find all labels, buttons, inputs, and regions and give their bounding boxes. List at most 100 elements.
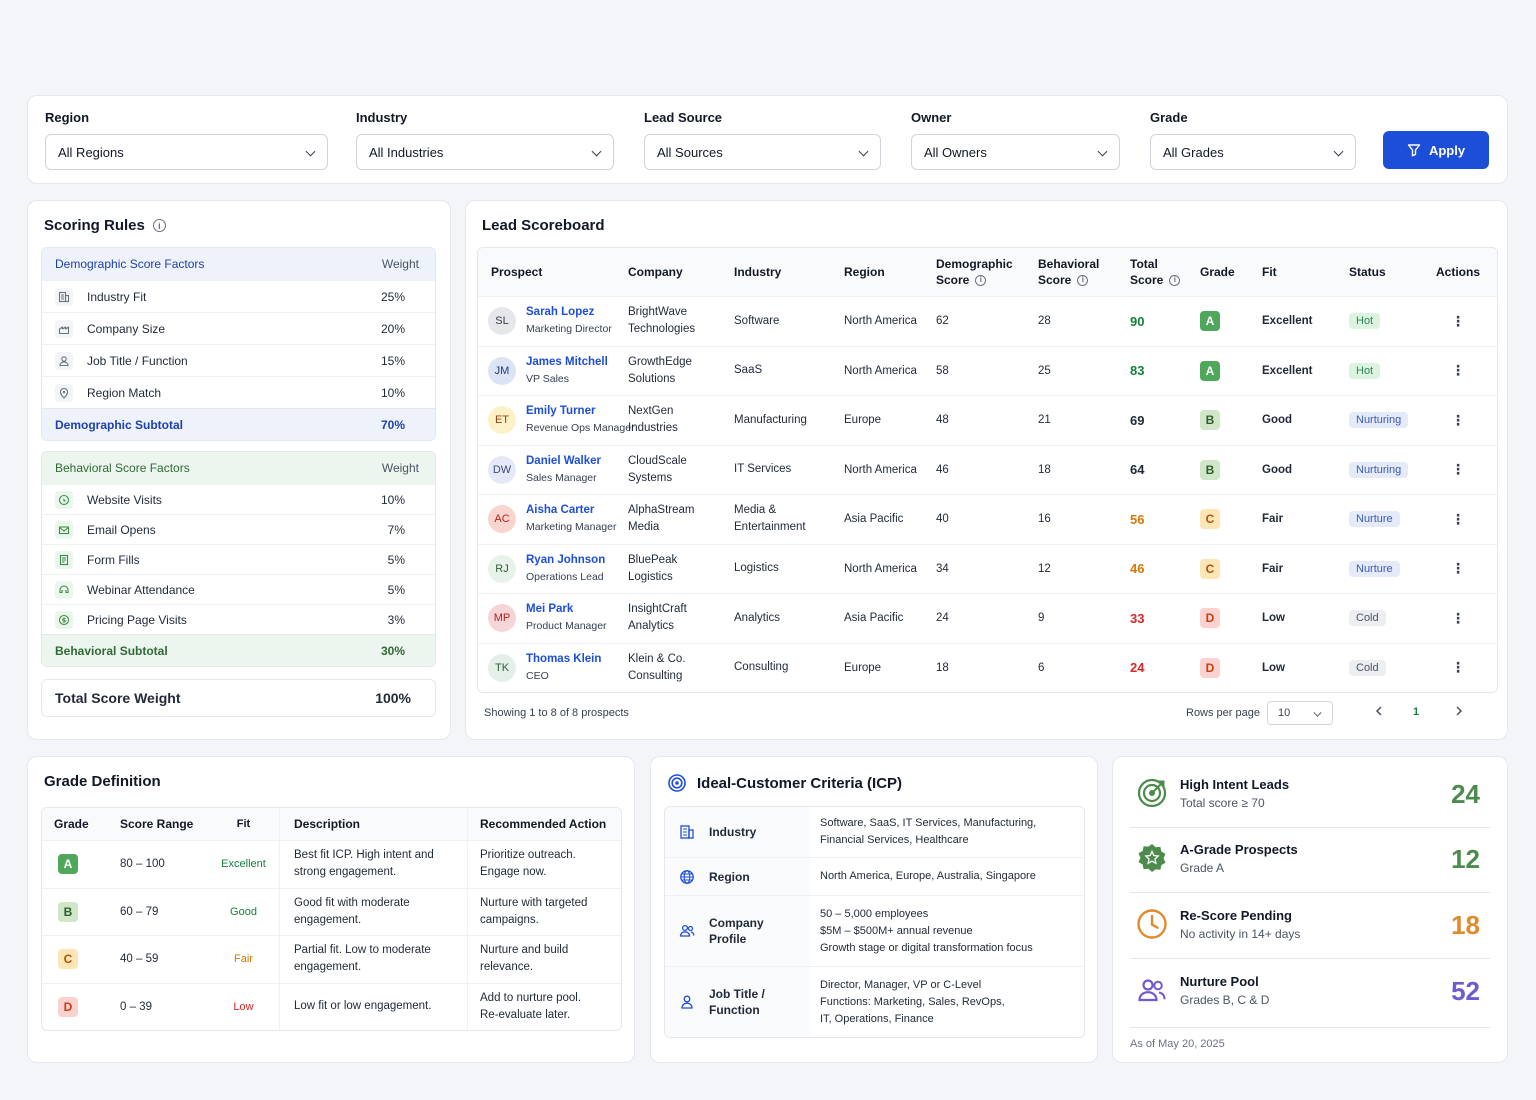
- more-vertical-icon[interactable]: ⋮: [1451, 560, 1465, 577]
- fit-cell: Good: [1262, 463, 1293, 476]
- table-row[interactable]: ET Emily Turner Revenue Ops Manager NextGen…: [478, 395, 1497, 445]
- region-cell: North America: [844, 463, 917, 476]
- info-icon[interactable]: i: [152, 219, 166, 232]
- grade-badge: C: [1200, 509, 1220, 530]
- more-vertical-icon[interactable]: ⋮: [1451, 659, 1465, 676]
- region-select[interactable]: All Regions: [45, 134, 328, 170]
- company-cell: NextGen Industries: [628, 403, 734, 437]
- kpi-value: 24: [1451, 779, 1480, 809]
- prospect-name-link[interactable]: Thomas Klein: [526, 652, 602, 665]
- grade-select[interactable]: All Grades: [1150, 134, 1356, 170]
- col-company[interactable]: Company: [628, 264, 683, 279]
- table-row[interactable]: MP Mei Park Product Manager InsightCraft Ana…: [478, 593, 1497, 643]
- icp-value-line: IT, Operations, Finance: [820, 1012, 934, 1025]
- demographic-score-cell: 18: [936, 661, 949, 674]
- scoring-rules-panel: Scoring Rules i Demographic Score Factor…: [27, 200, 451, 740]
- lead-source-select[interactable]: All Sources: [644, 134, 881, 170]
- more-vertical-icon[interactable]: ⋮: [1451, 461, 1465, 478]
- table-row[interactable]: AC Aisha Carter Marketing Manager AlphaStre…: [478, 494, 1497, 544]
- icp-row-industry: Industry Software, SaaS, IT Services, Ma…: [665, 807, 1084, 857]
- lead-table: Prospect Company Industry Region Demogra…: [477, 247, 1498, 693]
- chevron-right-icon[interactable]: [1452, 704, 1466, 718]
- more-vertical-icon[interactable]: ⋮: [1451, 312, 1465, 329]
- grade-cell: B: [1200, 410, 1262, 431]
- more-vertical-icon[interactable]: ⋮: [1451, 411, 1465, 428]
- behavioral-score-cell: 9: [1038, 612, 1045, 625]
- company-line: AlphaStream: [628, 504, 695, 517]
- company-line: GrowthEdge: [628, 355, 692, 368]
- chevron-left-icon[interactable]: [1372, 704, 1386, 718]
- prospect-name-link[interactable]: Daniel Walker: [526, 454, 601, 467]
- more-vertical-icon[interactable]: ⋮: [1451, 510, 1465, 527]
- more-vertical-icon[interactable]: ⋮: [1451, 362, 1465, 379]
- rule-row-industry-fit: Industry Fit 25%: [42, 280, 435, 312]
- total-score-weight: Total Score Weight 100%: [41, 679, 436, 717]
- more-vertical-icon[interactable]: ⋮: [1451, 609, 1465, 626]
- kpi-re-score-pending[interactable]: Re-Score Pending No activity in 14+ days…: [1130, 894, 1490, 959]
- rule-label: Form Fills: [87, 552, 140, 567]
- lead-table-body: SL Sarah Lopez Marketing Director BrightWav…: [478, 296, 1497, 692]
- company-line: Logistics: [628, 570, 673, 583]
- col-region[interactable]: Region: [844, 265, 885, 279]
- chevron-down-icon: [306, 148, 315, 157]
- table-row[interactable]: JM James Mitchell VP Sales GrowthEdge Soluti…: [478, 345, 1497, 396]
- status-badge: Cold: [1349, 610, 1386, 627]
- table-row[interactable]: TK Thomas Klein CEO Klein & Co. Consulting Co…: [478, 642, 1497, 693]
- rows-per-page-select[interactable]: 10: [1267, 701, 1333, 725]
- rows-per-page-value: 10: [1278, 707, 1291, 719]
- col-total-score[interactable]: Total Score i: [1130, 256, 1200, 288]
- gd-grade-cell: B: [42, 901, 108, 922]
- col-status[interactable]: Status: [1349, 265, 1386, 279]
- status-cell: Nurturing: [1349, 412, 1427, 429]
- icp-row-job-title: Job Title / Function Director, Manager, V…: [665, 966, 1084, 1037]
- prospect-title: Operations Lead: [526, 570, 604, 583]
- info-icon[interactable]: i: [1169, 274, 1181, 286]
- kpi-a-grade-prospects[interactable]: A-Grade Prospects Grade A 12: [1130, 828, 1490, 893]
- lead-scoreboard-panel: Lead Scoreboard Prospect Company Industr…: [465, 200, 1508, 740]
- industry-line: Analytics: [734, 611, 781, 624]
- col-prospect[interactable]: Prospect: [491, 265, 543, 279]
- table-row[interactable]: RJ Ryan Johnson Operations Lead BluePeak Log…: [478, 543, 1497, 594]
- status-cell: Hot: [1349, 362, 1427, 379]
- actions-cell: ⋮: [1427, 412, 1489, 429]
- rule-row-company-size: Company Size 20%: [42, 312, 435, 344]
- gd-description-line: Good fit with moderate: [294, 896, 410, 909]
- col-grade[interactable]: Grade: [1200, 265, 1235, 279]
- prospect-name-link[interactable]: James Mitchell: [526, 355, 608, 368]
- table-row[interactable]: DW Daniel Walker Sales Manager CloudScale Sy…: [478, 444, 1497, 495]
- gd-col-range: Score Range: [120, 817, 194, 831]
- kpi-nurture-pool[interactable]: Nurture Pool Grades B, C & D 52: [1130, 960, 1490, 1025]
- apply-button[interactable]: Apply: [1383, 131, 1489, 169]
- col-demographic-score[interactable]: Demographic Score i: [936, 256, 1038, 288]
- prospect-name-link[interactable]: Sarah Lopez: [526, 306, 595, 319]
- prospect-name-link[interactable]: Mei Park: [526, 603, 574, 616]
- rule-weight: 5%: [387, 582, 405, 597]
- grade-definition-table: Grade Score Range Fit Description Recomm…: [41, 807, 622, 1031]
- table-row: A 80 – 100 Excellent Best fit ICP. High int…: [42, 840, 621, 888]
- col-industry[interactable]: Industry: [734, 264, 782, 279]
- rule-weight: 10%: [380, 492, 405, 507]
- grade-badge: B: [1200, 459, 1220, 480]
- prospect-name-link[interactable]: Aisha Carter: [526, 504, 595, 517]
- page-number[interactable]: 1: [1413, 706, 1420, 718]
- col-fit[interactable]: Fit: [1262, 265, 1277, 279]
- owner-select[interactable]: All Owners: [911, 134, 1120, 170]
- industry-cell: IT Services: [734, 461, 844, 478]
- rule-row-website-visits: Website Visits 10%: [42, 484, 435, 514]
- info-icon[interactable]: i: [975, 274, 987, 286]
- kpi-high-intent-leads[interactable]: High Intent Leads Total score ≥ 70 24: [1130, 763, 1490, 828]
- col-demographic-line2: Score: [936, 273, 970, 287]
- prospect-name-link[interactable]: Emily Turner: [526, 405, 596, 418]
- col-behavioral-score[interactable]: Behavioral Score i: [1038, 256, 1130, 288]
- scoring-rules-title: Scoring Rules i: [44, 217, 166, 234]
- col-total-line2: Score: [1130, 273, 1164, 287]
- info-icon[interactable]: i: [1077, 274, 1089, 286]
- industry-select[interactable]: All Industries: [356, 134, 614, 170]
- company-line: Systems: [628, 471, 673, 484]
- prospect-cell: AC Aisha Carter Marketing Manager: [478, 502, 628, 536]
- icp-title: Ideal-Customer Criteria (ICP): [667, 773, 902, 793]
- chevron-down-icon: [1098, 148, 1107, 157]
- company-line: Analytics: [628, 620, 675, 633]
- table-row[interactable]: SL Sarah Lopez Marketing Director BrightWav…: [478, 296, 1497, 346]
- prospect-name-link[interactable]: Ryan Johnson: [526, 553, 606, 566]
